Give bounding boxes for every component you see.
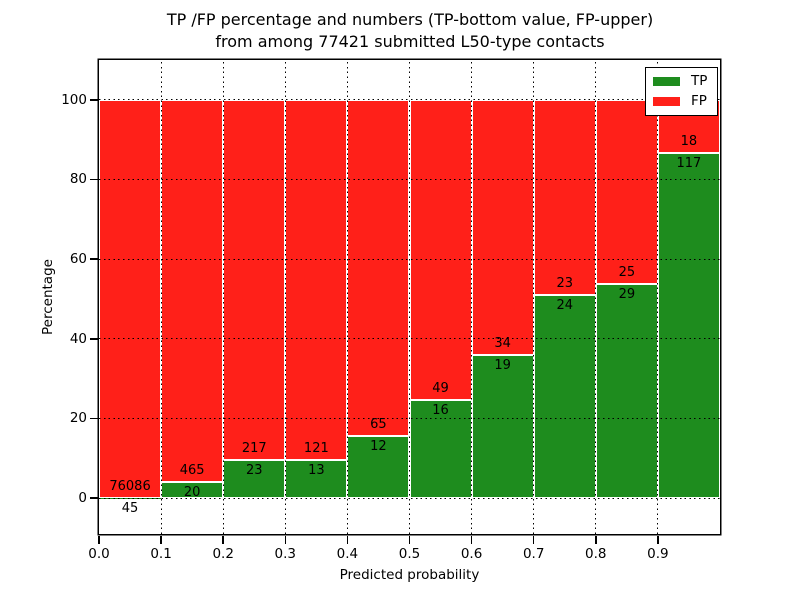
y-tick-label: 20 [69, 410, 87, 427]
v-gridline [533, 60, 535, 534]
x-tick-label: 0.8 [585, 546, 607, 562]
fp-bar-segment [347, 99, 410, 437]
fp-count-label: 217 [241, 440, 267, 456]
fp-count-label: 76086 [109, 478, 151, 494]
fp-bar-segment [471, 99, 534, 356]
fp-count-label: 65 [370, 417, 387, 433]
x-tick [284, 535, 287, 544]
tp-count-label: 117 [676, 155, 702, 171]
fp-bar-segment [595, 99, 658, 285]
chart-title-line2: from among 77421 submitted L50-type cont… [215, 32, 605, 51]
tp-bar-segment [595, 284, 658, 499]
fp-legend-label: FP [691, 92, 707, 109]
y-tick [89, 417, 98, 420]
x-tick [346, 535, 349, 544]
v-gridline [595, 60, 597, 534]
fp-count-label: 23 [556, 275, 573, 291]
chart-title-line1: TP /FP percentage and numbers (TP-bottom… [166, 10, 654, 29]
legend-entry-fp: FP [653, 92, 710, 109]
x-tick [532, 535, 535, 544]
tp-bar-segment [657, 152, 720, 499]
tp-swatch-icon [653, 77, 680, 87]
chart-title: TP /FP percentage and numbers (TP-bottom… [99, 9, 721, 53]
tp-count-label: 23 [245, 462, 263, 478]
y-tick [89, 178, 98, 181]
x-tick [98, 535, 100, 544]
x-tick [160, 535, 162, 544]
fp-count-label: 34 [494, 336, 511, 352]
y-tick-label: 80 [69, 171, 87, 188]
fp-bar-segment [409, 99, 472, 401]
fp-bar-segment [533, 99, 596, 295]
x-tick [657, 535, 659, 544]
fp-swatch-icon [653, 96, 680, 106]
fp-count-label: 25 [618, 265, 636, 281]
tp-bar-segment [409, 400, 472, 499]
plot-area: 76086 45 465 20 217 23 121 13 65 12 49 16 34 19 23 24 25… [99, 60, 720, 534]
y-tick-label: 40 [69, 330, 87, 347]
tp-count-label: 29 [618, 287, 636, 303]
v-gridline [222, 60, 224, 534]
x-tick-label: 0.3 [274, 546, 297, 562]
y-tick-label: 100 [61, 91, 87, 108]
tp-bar-segment [285, 459, 348, 499]
tp-bar-segment [161, 481, 224, 499]
tp-count-label: 16 [432, 403, 449, 419]
legend: TP FP [645, 67, 718, 116]
x-tick-label: 0.1 [150, 546, 172, 562]
fp-bar-segment [99, 99, 162, 498]
v-gridline [471, 60, 473, 534]
v-gridline [346, 60, 348, 534]
fp-count-label: 121 [303, 440, 329, 456]
tp-bar-segment [471, 355, 534, 499]
y-axis-label: Percentage [40, 259, 56, 335]
x-axis-label: Predicted probability [339, 567, 480, 583]
tp-count-label: 12 [370, 439, 387, 455]
fp-bar-segment [285, 99, 348, 460]
fp-count-label: 465 [179, 462, 205, 478]
tp-bar-segment [533, 294, 596, 499]
x-tick-label: 0.5 [398, 546, 421, 562]
tp-count-label: 13 [308, 462, 325, 478]
y-tick [89, 99, 98, 101]
fp-bar-segment [161, 99, 224, 482]
tp-count-label: 19 [494, 358, 511, 374]
x-tick-label: 0.4 [336, 546, 359, 562]
y-tick [89, 497, 98, 499]
y-tick [89, 338, 98, 340]
y-tick [89, 258, 98, 260]
y-tick-label: 0 [78, 490, 87, 507]
legend-entry-tp: TP [653, 75, 710, 88]
fp-bar-segment [223, 99, 286, 460]
v-gridline [409, 60, 410, 534]
tp-count-label: 24 [556, 297, 573, 313]
tp-bar-segment [223, 459, 286, 499]
x-tick [222, 535, 224, 544]
tp-bar-segment [347, 436, 410, 499]
tp-legend-label: TP [691, 73, 708, 90]
tp-count-label: 20 [183, 484, 201, 500]
x-tick-label: 0.0 [88, 546, 110, 562]
fp-count-label: 49 [432, 381, 449, 397]
v-gridline [657, 60, 659, 534]
x-tick [470, 535, 473, 544]
tp-count-label: 45 [121, 500, 139, 516]
x-tick [408, 535, 411, 544]
fp-count-label: 18 [680, 133, 698, 149]
y-tick-label: 60 [69, 251, 87, 268]
x-tick-label: 0.9 [647, 546, 669, 562]
x-tick-label: 0.2 [212, 546, 234, 562]
v-gridline [160, 60, 162, 534]
v-gridline [284, 60, 286, 534]
x-tick [595, 535, 597, 544]
x-tick-label: 0.6 [460, 546, 483, 562]
x-tick-label: 0.7 [522, 546, 545, 562]
